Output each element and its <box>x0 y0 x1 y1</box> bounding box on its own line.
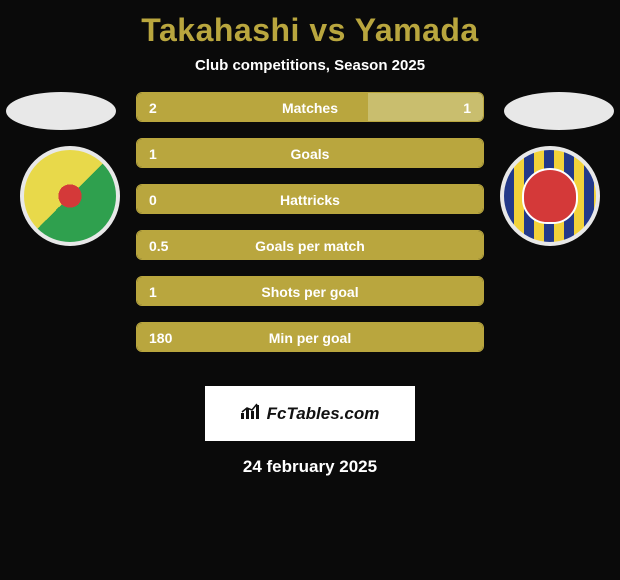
page-subtitle: Club competitions, Season 2025 <box>0 57 620 74</box>
stat-row: 0Hattricks <box>136 184 484 214</box>
stat-row: 180Min per goal <box>136 322 484 352</box>
chart-icon <box>241 403 261 424</box>
comparison-chart: 21Matches 1Goals 0Hattricks 0.5Goals per ma… <box>0 92 620 372</box>
comparison-date: 24 february 2025 <box>0 457 620 477</box>
stat-label: Matches <box>137 93 483 122</box>
stat-row: 0.5Goals per match <box>136 230 484 260</box>
stat-bars: 21Matches 1Goals 0Hattricks 0.5Goals per ma… <box>136 92 484 368</box>
fctables-badge: FcTables.com <box>205 386 415 441</box>
stat-row: 1Shots per goal <box>136 276 484 306</box>
stat-label: Goals <box>137 139 483 168</box>
club-crest-right <box>500 146 600 246</box>
stat-label: Shots per goal <box>137 277 483 306</box>
stat-label: Hattricks <box>137 185 483 214</box>
stat-label: Goals per match <box>137 231 483 260</box>
stat-row: 21Matches <box>136 92 484 122</box>
stat-label: Min per goal <box>137 323 483 352</box>
fctables-label: FcTables.com <box>267 404 380 424</box>
stat-row: 1Goals <box>136 138 484 168</box>
club-crest-left <box>20 146 120 246</box>
player-left-ellipse <box>6 92 116 130</box>
player-right-ellipse <box>504 92 614 130</box>
page-title: Takahashi vs Yamada <box>0 0 620 49</box>
